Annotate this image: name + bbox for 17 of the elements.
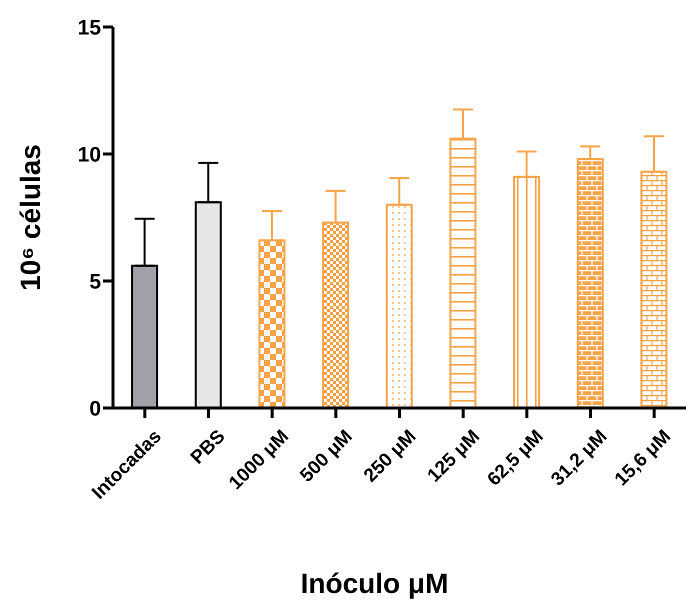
- y-tick-label: 0: [89, 397, 101, 420]
- bar: [322, 222, 350, 408]
- bar: [640, 170, 668, 408]
- bar: [449, 138, 476, 408]
- x-tick-label: 31,2 μM: [547, 426, 612, 490]
- x-axis-title: Inóculo μM: [300, 568, 448, 599]
- bar: [576, 158, 604, 408]
- x-tick-label: 125 μM: [424, 426, 484, 487]
- y-tick-label: 15: [78, 16, 102, 40]
- bar: [258, 239, 286, 408]
- bar: [386, 204, 413, 408]
- y-axis-title: 10⁶ células: [15, 144, 46, 291]
- y-tick-label: 5: [89, 270, 102, 294]
- x-tick-label: 500 μM: [296, 426, 357, 487]
- bar: [513, 176, 540, 408]
- y-tick-label: 10: [78, 143, 101, 166]
- x-tick-label: 250 μM: [360, 426, 420, 487]
